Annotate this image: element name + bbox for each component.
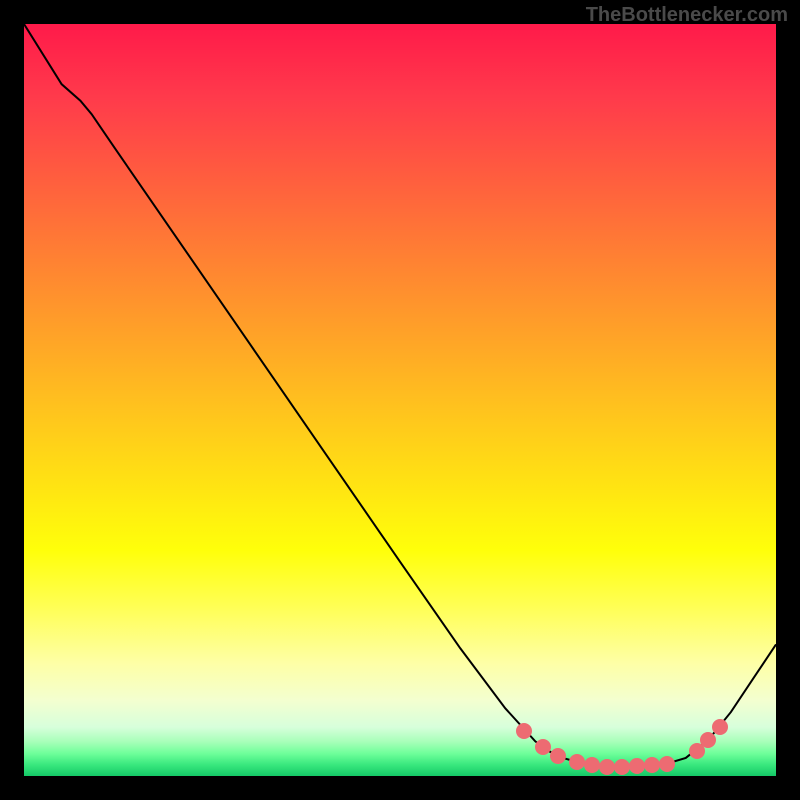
curve-marker — [644, 757, 660, 773]
curve-marker — [599, 759, 615, 775]
chart-background-gradient — [24, 24, 776, 776]
curve-marker — [535, 739, 551, 755]
curve-marker — [700, 732, 716, 748]
bottleneck-chart — [24, 24, 776, 776]
curve-marker — [712, 719, 728, 735]
curve-marker — [584, 757, 600, 773]
curve-marker — [629, 758, 645, 774]
curve-marker — [614, 759, 630, 775]
curve-marker — [569, 754, 585, 770]
attribution-text: TheBottlenecker.com — [586, 4, 788, 27]
curve-marker — [550, 748, 566, 764]
curve-marker — [659, 756, 675, 772]
curve-marker — [516, 723, 532, 739]
